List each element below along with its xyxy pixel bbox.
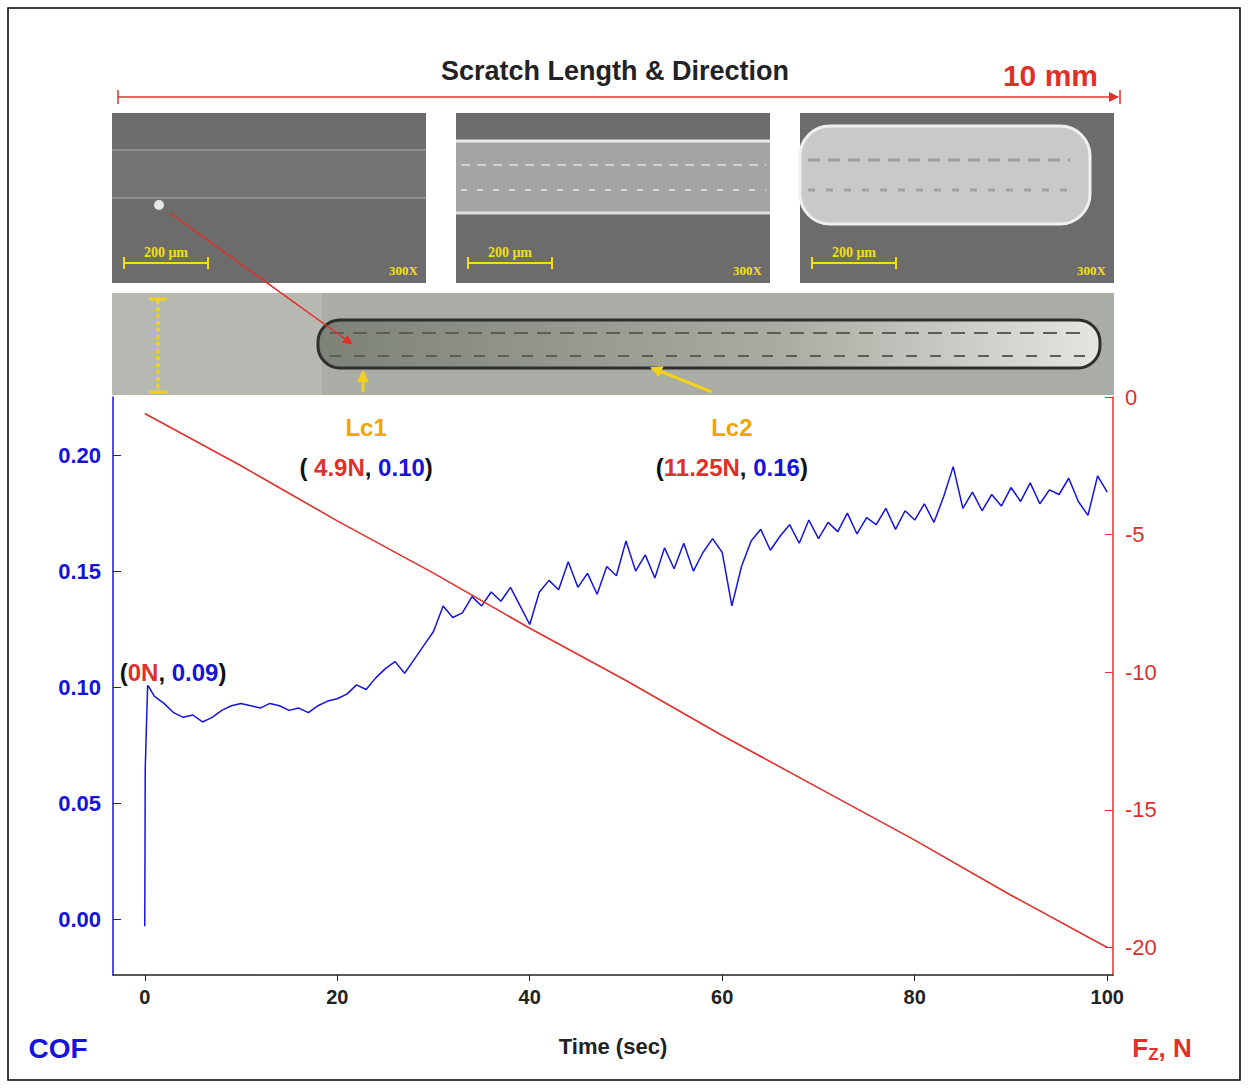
svg-text:-10: -10 (1125, 660, 1157, 685)
svg-text:(: ( (299, 454, 314, 481)
svg-text:): ) (800, 454, 808, 481)
svg-text:0.15: 0.15 (58, 559, 101, 584)
svg-text:0.10: 0.10 (378, 454, 425, 481)
svg-text:100: 100 (1091, 986, 1124, 1008)
svg-text:-20: -20 (1125, 935, 1157, 960)
svg-text:0: 0 (139, 986, 150, 1008)
svg-text:10 mm: 10 mm (1003, 59, 1098, 92)
svg-text:-15: -15 (1125, 797, 1157, 822)
svg-text:, N: , N (1159, 1033, 1192, 1063)
svg-text:0.05: 0.05 (58, 791, 101, 816)
svg-text:200 μm: 200 μm (832, 245, 876, 260)
svg-text:0: 0 (1125, 385, 1137, 410)
svg-text:(: ( (120, 659, 128, 686)
svg-text:(: ( (656, 454, 664, 481)
svg-text:200 μm: 200 μm (144, 245, 188, 260)
svg-text:,: , (740, 454, 753, 481)
svg-text:-5: -5 (1125, 522, 1145, 547)
svg-text:0.16: 0.16 (753, 454, 800, 481)
svg-text:300X: 300X (389, 263, 419, 278)
svg-text:80: 80 (904, 986, 926, 1008)
svg-text:0.09: 0.09 (172, 659, 219, 686)
svg-text:20: 20 (326, 986, 348, 1008)
svg-text:): ) (218, 659, 226, 686)
svg-text:40: 40 (519, 986, 541, 1008)
svg-text:300X: 300X (1077, 263, 1107, 278)
svg-text:Lc2: Lc2 (711, 414, 752, 441)
svg-text:0N: 0N (128, 659, 159, 686)
svg-text:60: 60 (711, 986, 733, 1008)
svg-text:): ) (425, 454, 433, 481)
svg-text:,: , (158, 659, 171, 686)
svg-text:4.9N: 4.9N (314, 454, 365, 481)
svg-text:COF: COF (28, 1033, 87, 1064)
svg-text:300X: 300X (733, 263, 763, 278)
svg-text:200 μm: 200 μm (488, 245, 532, 260)
svg-text:0.20: 0.20 (58, 443, 101, 468)
svg-text:,: , (365, 454, 378, 481)
svg-text:Lc1: Lc1 (345, 414, 386, 441)
svg-text:Scratch Length & Direction: Scratch Length & Direction (441, 56, 789, 86)
svg-text:Time (sec): Time (sec) (559, 1034, 667, 1059)
svg-text:Z: Z (1148, 1045, 1158, 1064)
svg-text:0.10: 0.10 (58, 675, 101, 700)
svg-text:0.00: 0.00 (58, 907, 101, 932)
svg-text:11.25N: 11.25N (664, 454, 740, 481)
svg-text:F: F (1132, 1033, 1148, 1063)
